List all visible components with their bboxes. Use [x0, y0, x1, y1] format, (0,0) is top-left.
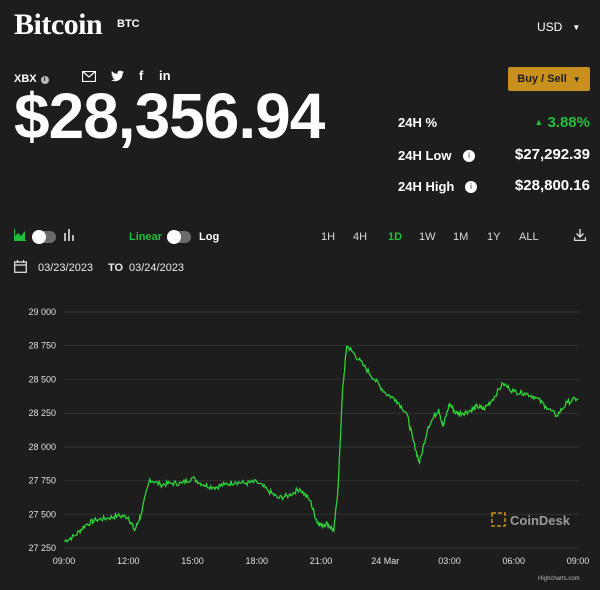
up-arrow-icon: ▲	[534, 117, 544, 127]
watermark-text: CoinDesk	[510, 513, 571, 528]
change-label: 24H %	[398, 115, 438, 130]
date-to-label: TO	[108, 262, 124, 274]
range-1w[interactable]: 1W	[419, 231, 436, 243]
range-1m[interactable]: 1M	[453, 231, 469, 243]
x-tick-label: 21:00	[310, 556, 333, 566]
log-scale-label[interactable]: Log	[199, 231, 220, 243]
highcharts-credit: Highcharts.com	[538, 576, 580, 582]
x-tick-label: 09:00	[567, 556, 590, 566]
low-value: $27,292.39	[514, 146, 590, 163]
range-all[interactable]: ALL	[519, 231, 539, 243]
y-tick-label: 28 000	[28, 442, 56, 452]
asset-ticker: BTC	[117, 18, 140, 30]
chart-type-toggle[interactable]	[32, 230, 56, 244]
coindesk-watermark: CoinDesk	[491, 512, 571, 528]
twitter-icon[interactable]	[111, 70, 124, 82]
current-price: $28,356.94	[14, 80, 325, 152]
chevron-down-icon: ▼	[572, 74, 581, 84]
x-tick-label: 12:00	[117, 556, 140, 566]
currency-select[interactable]: USD ▼	[537, 20, 580, 34]
bar-chart-icon[interactable]	[64, 229, 74, 241]
date-to[interactable]: 03/24/2023	[129, 262, 185, 274]
chart-grid	[64, 311, 578, 549]
price-chart[interactable]: 29 000 28 750 28 500 28 250 28 000 27 750 27 5…	[0, 295, 600, 590]
y-tick-label: 27 250	[28, 543, 56, 553]
x-tick-label: 18:00	[245, 556, 268, 566]
x-tick-label: 24 Mar	[371, 556, 399, 566]
chevron-down-icon: ▼	[572, 23, 581, 32]
y-axis-labels: 29 000 28 750 28 500 28 250 28 000 27 750 27 5…	[28, 307, 56, 553]
range-1y[interactable]: 1Y	[487, 231, 501, 243]
low-label: 24H Low	[398, 148, 452, 163]
range-4h[interactable]: 4H	[353, 231, 368, 243]
high-value: $28,800.16	[514, 177, 590, 194]
mail-icon[interactable]	[82, 71, 96, 82]
y-tick-label: 28 250	[28, 408, 56, 418]
scale-toggle[interactable]	[167, 230, 191, 244]
range-1h[interactable]: 1H	[321, 231, 336, 243]
download-icon[interactable]	[574, 229, 586, 241]
linear-scale-label[interactable]: Linear	[129, 231, 163, 243]
x-tick-label: 09:00	[53, 556, 76, 566]
price-line	[63, 345, 579, 543]
date-from[interactable]: 03/23/2023	[38, 262, 94, 274]
asset-title: Bitcoin	[14, 8, 103, 41]
exchange-label: XBX i	[14, 73, 49, 85]
high-label: 24H High	[398, 179, 455, 194]
x-axis-labels: 09:00 12:00 15:00 18:00 21:00 24 Mar 03:00 06:0…	[53, 556, 590, 566]
area-chart-icon[interactable]	[14, 229, 26, 241]
info-icon[interactable]: i	[465, 181, 477, 193]
currency-value: USD	[537, 20, 563, 34]
change-value: 3.88%	[547, 114, 590, 131]
y-tick-label: 27 500	[28, 509, 56, 519]
range-1d[interactable]: 1D	[388, 231, 403, 243]
exchange-name: XBX	[14, 73, 37, 85]
change-value-wrapper: ▲ 3.88%	[534, 114, 590, 131]
y-tick-label: 28 500	[28, 374, 56, 384]
x-tick-label: 15:00	[181, 556, 204, 566]
buy-sell-button[interactable]: Buy / Sell ▼	[508, 67, 590, 91]
x-tick-label: 03:00	[438, 556, 461, 566]
linkedin-icon[interactable]: in	[159, 68, 171, 83]
info-icon[interactable]: i	[463, 150, 475, 162]
y-tick-label: 28 750	[28, 341, 56, 351]
info-icon[interactable]: i	[40, 76, 49, 84]
x-tick-label: 06:00	[502, 556, 525, 566]
calendar-icon[interactable]	[14, 260, 27, 273]
y-tick-label: 27 750	[28, 476, 56, 486]
y-tick-label: 29 000	[28, 307, 56, 317]
buy-sell-label: Buy / Sell	[517, 73, 567, 85]
facebook-icon[interactable]: f	[139, 68, 144, 83]
